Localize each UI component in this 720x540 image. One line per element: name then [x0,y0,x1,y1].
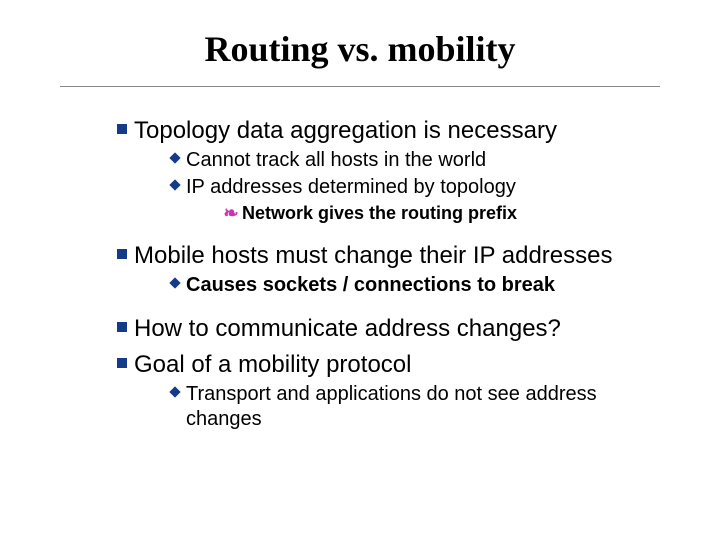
diamond-bullet-icon [164,382,186,396]
bullet-l1: How to communicate address changes? [110,314,670,344]
bullet-text: Transport and applications do not see ad… [186,382,670,432]
bullet-text: How to communicate address changes? [134,314,561,344]
bullet-l1: Mobile hosts must change their IP addres… [110,241,670,271]
square-bullet-icon [110,241,134,259]
diamond-bullet-icon [164,175,186,189]
diamond-bullet-icon [164,148,186,162]
bullet-l1: Goal of a mobility protocol [110,350,670,380]
slide-body: Topology data aggregation is necessary C… [110,110,670,432]
fleuron-bullet-icon: ❧ [220,204,242,222]
square-bullet-icon [110,116,134,134]
bullet-l2: Transport and applications do not see ad… [164,382,670,432]
slide-title: Routing vs. mobility [0,28,720,70]
bullet-l3: ❧ Network gives the routing prefix [220,202,670,225]
bullet-text: Topology data aggregation is necessary [134,116,557,146]
diamond-bullet-icon [164,273,186,287]
bullet-text: Mobile hosts must change their IP addres… [134,241,612,271]
bullet-l2: Causes sockets / connections to break [164,273,670,298]
bullet-text: Cannot track all hosts in the world [186,148,486,173]
bullet-text: Goal of a mobility protocol [134,350,411,380]
bullet-l2: IP addresses determined by topology [164,175,670,200]
bullet-l1: Topology data aggregation is necessary [110,116,670,146]
square-bullet-icon [110,350,134,368]
bullet-text: IP addresses determined by topology [186,175,516,200]
title-divider [60,86,660,87]
bullet-text: Causes sockets / connections to break [186,273,555,298]
bullet-l2: Cannot track all hosts in the world [164,148,670,173]
slide: Routing vs. mobility Topology data aggre… [0,0,720,540]
square-bullet-icon [110,314,134,332]
bullet-text: Network gives the routing prefix [242,202,517,225]
